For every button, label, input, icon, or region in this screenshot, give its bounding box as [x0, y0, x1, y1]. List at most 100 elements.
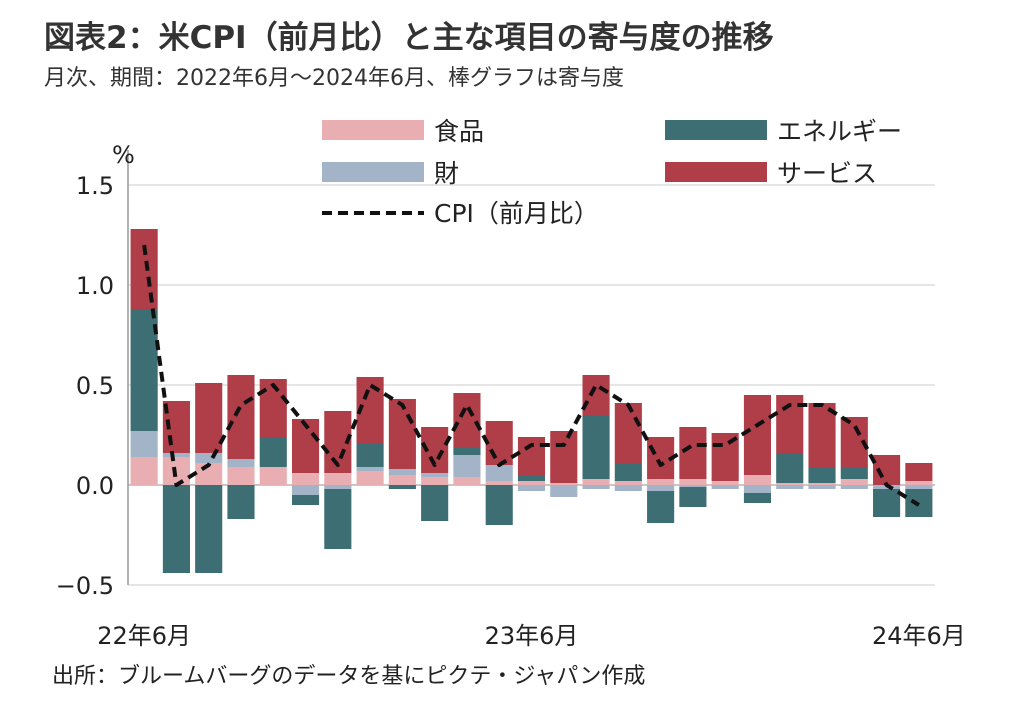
legend-label: 財	[434, 159, 459, 188]
bar-segment	[679, 479, 707, 485]
y-unit-label: %	[112, 141, 135, 169]
bar-segment	[517, 437, 546, 475]
bar-segment	[356, 471, 384, 485]
bar-segment	[324, 489, 352, 549]
y-tick-label: −0.5	[56, 572, 114, 600]
bar-segment	[743, 475, 772, 485]
bar-segment	[679, 427, 707, 479]
bar-segment	[517, 481, 546, 485]
bar-segment	[227, 375, 255, 459]
y-tick-label: 0.0	[76, 472, 114, 500]
bar-segment	[259, 467, 287, 485]
bar-segment	[582, 375, 610, 415]
bar-segment	[195, 485, 223, 573]
bar-segment	[614, 481, 642, 485]
bar-segment	[485, 421, 513, 465]
bar-segment	[324, 485, 352, 489]
legend-label: サービス	[777, 159, 877, 188]
bar-segment	[711, 481, 739, 485]
bar-segment	[421, 473, 449, 477]
axes: 1.5 1.0 0.5 0.0 −0.5% 22年6月 23年6月 24年6月	[56, 141, 966, 650]
bar-segment	[291, 485, 320, 495]
bar-segment	[356, 467, 384, 471]
bar-segment	[517, 485, 546, 491]
bar-segment	[356, 443, 384, 467]
bar-segment	[291, 473, 320, 485]
bar-segment	[905, 481, 933, 485]
bar-segment	[808, 483, 836, 485]
bar-segment	[388, 485, 416, 489]
bar-segment	[711, 485, 739, 489]
x-tick-label: 24年6月	[872, 622, 966, 650]
bar-segment	[776, 453, 804, 483]
bar-segment	[550, 431, 578, 483]
bar-segment	[388, 469, 416, 475]
bar-segment	[840, 479, 868, 485]
bar-segment	[647, 479, 675, 485]
y-tick-label: 1.5	[76, 172, 114, 200]
bar-segment	[808, 485, 836, 489]
bar-segment	[840, 467, 868, 479]
bar-segment	[453, 447, 481, 455]
bar-segment	[453, 393, 481, 447]
bar-segment	[582, 479, 610, 485]
bar-segment	[840, 485, 868, 489]
bar-segment	[550, 483, 578, 485]
legend-swatch	[322, 162, 424, 182]
bar-segment	[453, 477, 481, 485]
bar-segment	[647, 491, 675, 523]
bar-segment	[582, 485, 610, 489]
bar-segment	[162, 485, 190, 573]
bar-segment	[808, 403, 836, 467]
bar-segment	[905, 485, 933, 489]
bar-segment	[388, 475, 416, 485]
bar-segment	[195, 383, 223, 453]
chart-title: 図表2：米CPI（前月比）と主な項目の寄与度の推移	[44, 20, 774, 56]
legend-label: 食品	[434, 117, 484, 146]
bar-segment	[227, 485, 255, 519]
bar-segment	[485, 481, 513, 485]
bar-segment	[388, 399, 416, 469]
bar-segment	[743, 395, 772, 475]
bar-segment	[421, 477, 449, 485]
bar-segment	[130, 457, 158, 485]
bar-segment	[227, 459, 255, 467]
bar-segment	[582, 415, 610, 479]
bar-segment	[614, 485, 642, 491]
bar-segment	[743, 493, 772, 503]
cpi-line	[142, 244, 920, 507]
bar-segment	[873, 489, 901, 517]
bar-segment	[130, 229, 158, 309]
bar-segment	[776, 483, 804, 485]
legend-label: CPI（前月比）	[434, 199, 599, 228]
bar-segment	[485, 465, 513, 481]
bar-segment	[130, 309, 158, 431]
bar-segment	[614, 403, 642, 463]
bar-segment	[227, 467, 255, 485]
bars-layer	[130, 229, 933, 573]
bar-segment	[614, 463, 642, 481]
bar-segment	[453, 455, 481, 477]
bar-segment	[195, 453, 223, 463]
chart-subtitle: 月次、期間：2022年6月～2024年6月、棒グラフは寄与度	[44, 66, 624, 91]
legend-label: エネルギー	[777, 117, 902, 146]
legend-swatch	[322, 120, 424, 140]
bar-segment	[162, 453, 190, 457]
bar-segment	[743, 485, 772, 493]
bar-segment	[905, 463, 933, 481]
bar-segment	[679, 485, 707, 487]
y-tick-label: 0.5	[76, 372, 114, 400]
source-note: 出所：ブルームバーグのデータを基にピクテ・ジャパン作成	[52, 664, 646, 689]
legend-swatch	[665, 162, 767, 182]
bar-segment	[130, 431, 158, 457]
bar-segment	[808, 467, 836, 483]
bar-segment	[517, 475, 546, 481]
cpi-line-layer	[142, 244, 920, 507]
bar-segment	[485, 485, 513, 525]
bar-segment	[259, 437, 287, 467]
bar-segment	[421, 485, 449, 521]
x-tick-label: 22年6月	[97, 622, 191, 650]
bar-segment	[550, 485, 578, 497]
